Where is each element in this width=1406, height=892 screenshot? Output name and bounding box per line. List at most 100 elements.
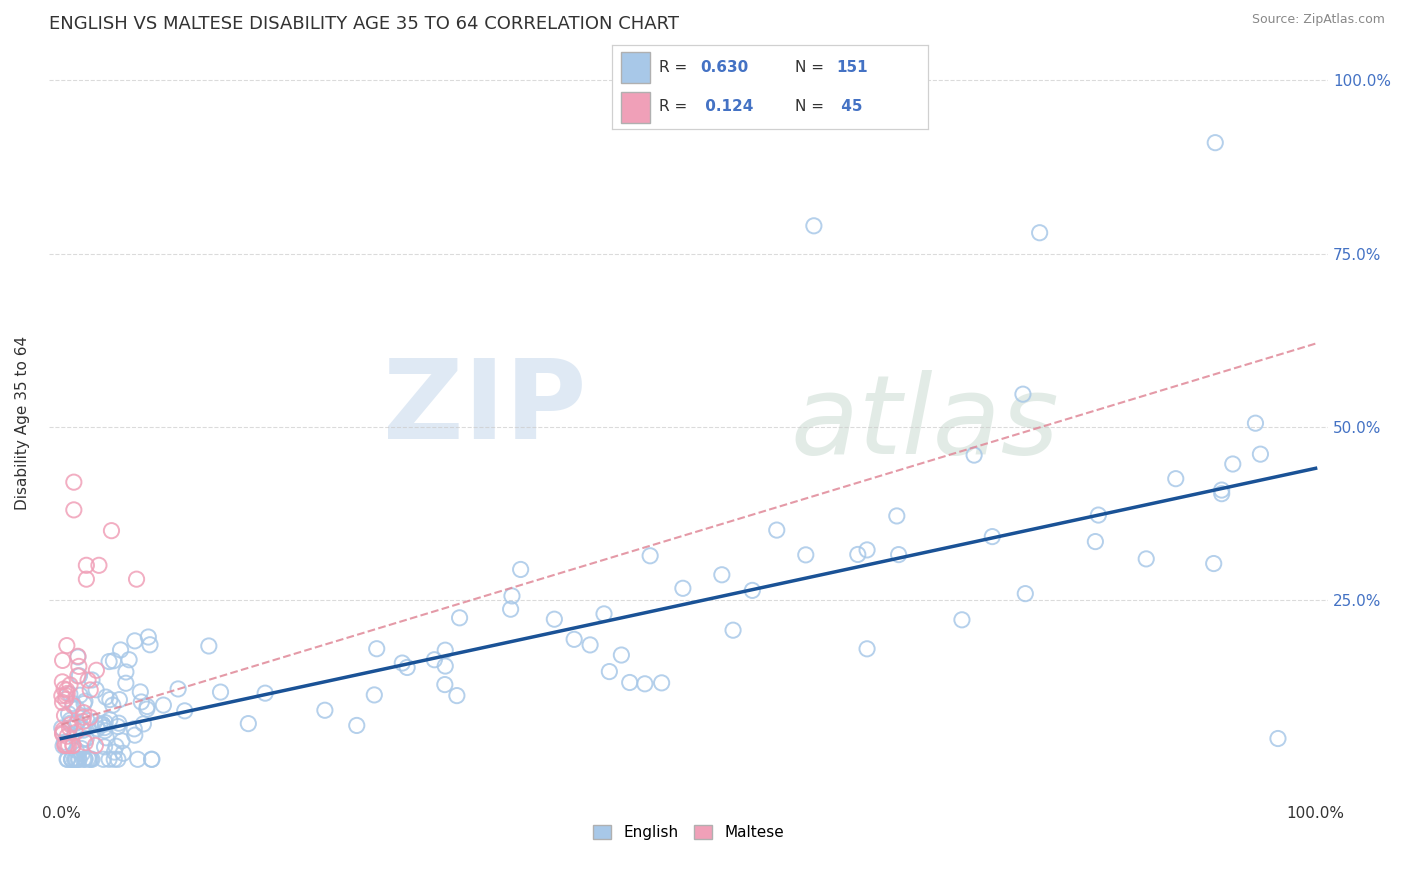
Point — [346, 718, 368, 732]
Point — [118, 653, 141, 667]
Point — [619, 675, 641, 690]
Point — [66, 701, 89, 715]
Point — [63, 503, 86, 517]
Point — [108, 692, 131, 706]
Point — [56, 729, 79, 743]
Point — [107, 752, 129, 766]
Point — [77, 673, 100, 687]
Point — [1028, 226, 1050, 240]
Point — [65, 716, 87, 731]
Point — [73, 697, 96, 711]
Point — [80, 752, 103, 766]
Point — [721, 623, 744, 637]
Point — [1222, 457, 1244, 471]
Point — [73, 752, 96, 766]
Point — [1211, 486, 1233, 500]
Point — [73, 751, 96, 765]
Point — [803, 219, 825, 233]
Point — [136, 630, 159, 644]
Point — [886, 508, 908, 523]
Point — [73, 694, 96, 708]
Point — [67, 752, 90, 766]
Point — [499, 602, 522, 616]
Point — [366, 641, 388, 656]
Point — [314, 703, 336, 717]
Text: 0.124: 0.124 — [700, 99, 754, 114]
Point — [72, 710, 94, 724]
Point — [69, 669, 91, 683]
Point — [96, 731, 118, 745]
Point — [53, 739, 76, 753]
Point — [887, 548, 910, 562]
Point — [72, 714, 94, 729]
Text: 0.630: 0.630 — [700, 60, 748, 75]
Text: R =: R = — [659, 60, 692, 75]
Point — [55, 683, 77, 698]
Point — [423, 653, 446, 667]
Point — [84, 682, 107, 697]
Point — [66, 650, 89, 665]
Point — [141, 752, 163, 766]
Point — [79, 682, 101, 697]
Point — [53, 708, 76, 723]
Point — [77, 752, 100, 766]
Point — [132, 717, 155, 731]
Point — [55, 692, 77, 706]
Point — [83, 714, 105, 729]
Point — [66, 714, 89, 729]
Point — [63, 752, 86, 766]
Point — [98, 655, 121, 669]
Text: atlas: atlas — [790, 370, 1059, 476]
Point — [1012, 387, 1035, 401]
Point — [449, 611, 471, 625]
Point — [610, 648, 633, 662]
Point — [1087, 508, 1109, 522]
Point — [543, 612, 565, 626]
Point — [103, 654, 125, 668]
Point — [124, 633, 146, 648]
Point — [53, 681, 76, 696]
Point — [139, 638, 162, 652]
Point — [107, 720, 129, 734]
Point — [104, 739, 127, 754]
Point — [94, 690, 117, 704]
Point — [238, 716, 260, 731]
Point — [1014, 587, 1036, 601]
Point — [446, 689, 468, 703]
Point — [100, 524, 122, 538]
Point — [433, 677, 456, 691]
Point — [93, 721, 115, 735]
Point — [87, 558, 110, 573]
Point — [1267, 731, 1289, 746]
Point — [1135, 552, 1157, 566]
Point — [209, 685, 232, 699]
Point — [794, 548, 817, 562]
Point — [1202, 557, 1225, 571]
Point — [51, 674, 73, 689]
Point — [136, 699, 159, 714]
Text: ENGLISH VS MALTESE DISABILITY AGE 35 TO 64 CORRELATION CHART: ENGLISH VS MALTESE DISABILITY AGE 35 TO … — [49, 15, 679, 33]
Point — [58, 706, 80, 721]
Point — [91, 717, 114, 731]
Point — [129, 685, 152, 699]
Point — [1211, 483, 1233, 497]
Point — [55, 739, 77, 753]
Point — [963, 448, 986, 462]
Point — [501, 589, 523, 603]
Point — [53, 735, 76, 749]
Point — [58, 721, 80, 735]
Point — [67, 659, 90, 673]
Point — [86, 722, 108, 736]
Point — [70, 747, 93, 761]
Point — [391, 656, 413, 670]
Text: 151: 151 — [837, 60, 868, 75]
Point — [65, 725, 87, 739]
Point — [115, 665, 138, 679]
Point — [75, 558, 97, 573]
Point — [173, 704, 195, 718]
Point — [363, 688, 385, 702]
Point — [598, 665, 620, 679]
Point — [75, 735, 97, 749]
Point — [1164, 472, 1187, 486]
Point — [1204, 136, 1226, 150]
